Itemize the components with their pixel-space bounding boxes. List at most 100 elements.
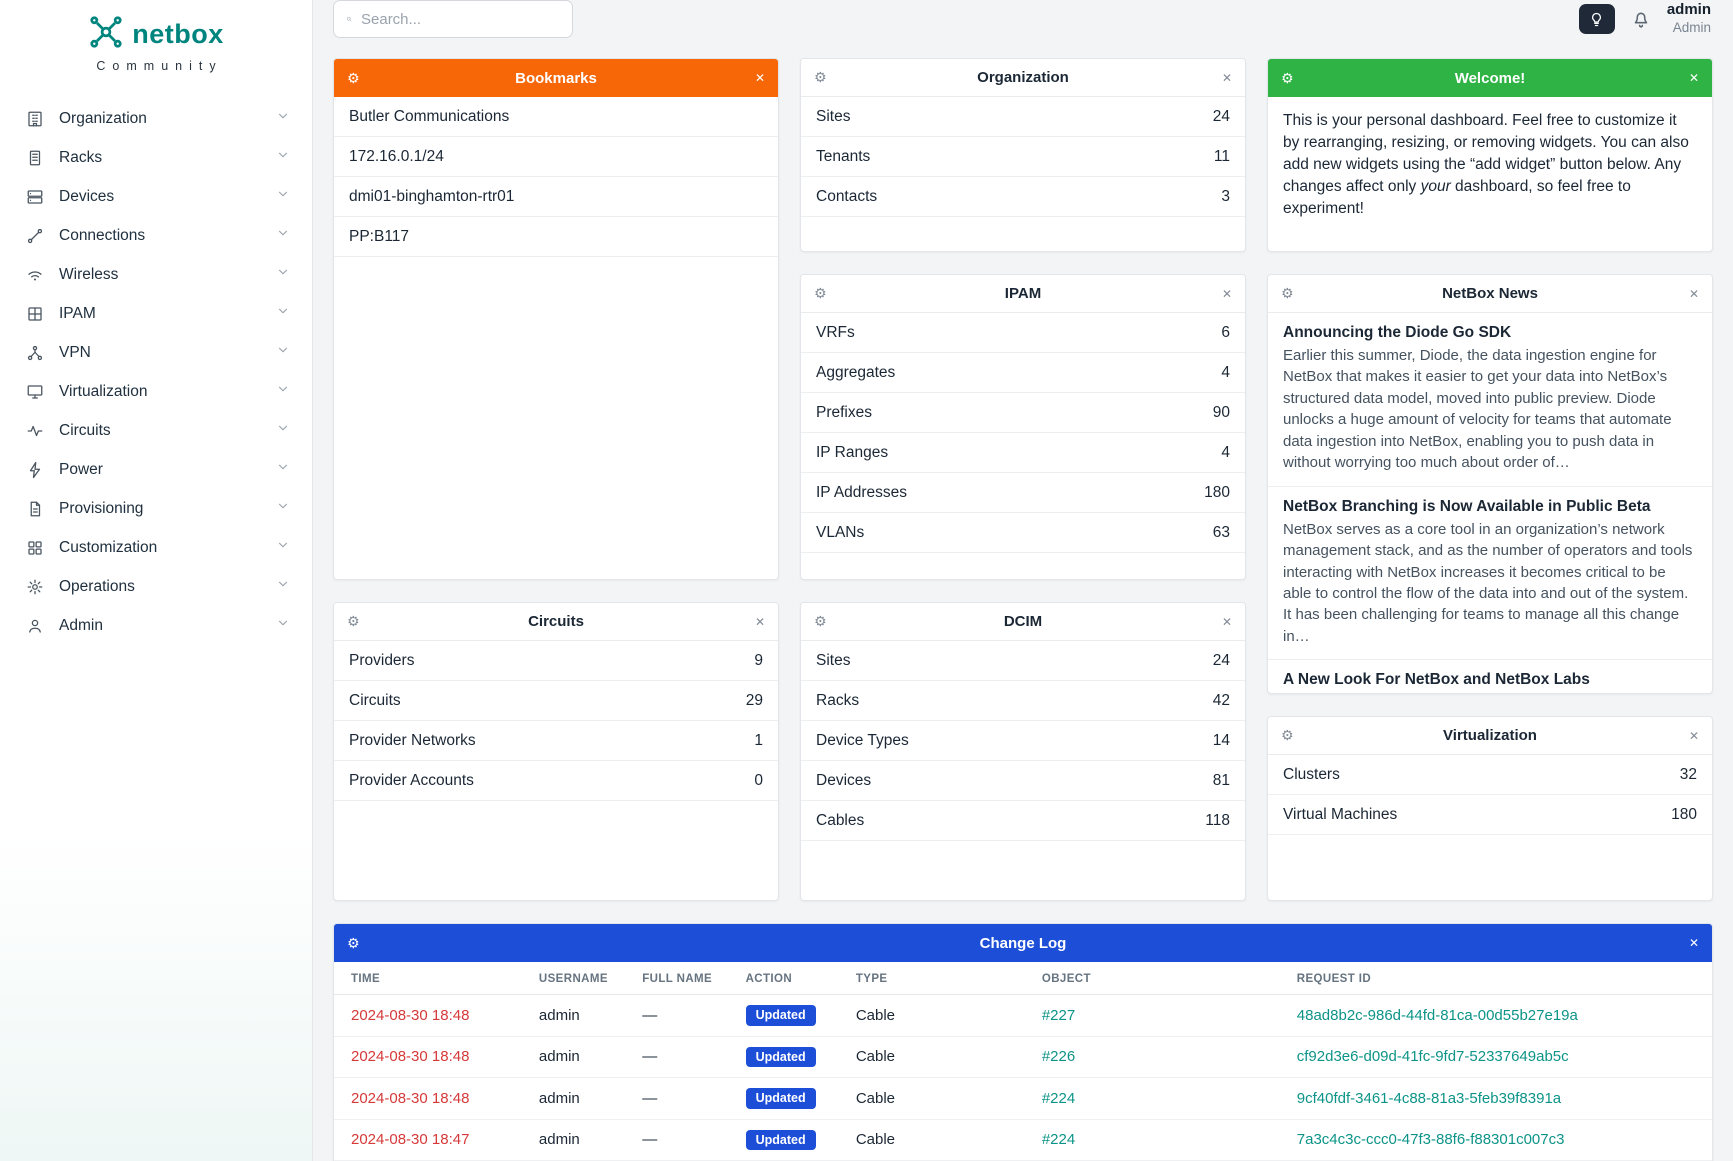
changelog-object-link[interactable]: #224 [1041, 1131, 1076, 1149]
widget-config-gear-icon[interactable]: ⚙ [814, 285, 827, 301]
stat-value: 4 [1221, 363, 1230, 381]
changelog-request-id-link[interactable]: 9cf40fdf-3461-4c88-81a3-5feb39f8391a [1296, 1089, 1562, 1107]
bookmark-link[interactable]: Butler Communications [349, 107, 510, 125]
sidebar-item-racks[interactable]: Racks [0, 138, 312, 177]
widget-config-gear-icon[interactable]: ⚙ [814, 613, 827, 629]
widget-config-gear-icon[interactable]: ⚙ [347, 934, 360, 951]
circuits-widget-header: ⚙ Circuits ✕ [334, 603, 778, 641]
changelog-time-link[interactable]: 2024-08-30 18:47 [351, 1131, 470, 1149]
sidebar-item-admin[interactable]: Admin [0, 606, 312, 645]
chevron-down-icon [276, 616, 290, 635]
brand-name: netbox [132, 19, 224, 49]
stat-row: Aggregates 4 [801, 353, 1245, 393]
widget-close-icon[interactable]: ✕ [1688, 936, 1699, 950]
widget-close-icon[interactable]: ✕ [1688, 286, 1699, 301]
gear-icon [26, 578, 44, 596]
brand-subtitle: Community [96, 59, 223, 73]
widget-close-icon[interactable]: ✕ [1688, 71, 1699, 85]
stat-link[interactable]: Device Types [816, 731, 909, 749]
stat-row: Sites 24 [801, 641, 1245, 681]
changelog-object-link[interactable]: #224 [1041, 1089, 1076, 1107]
widget-close-icon[interactable]: ✕ [754, 614, 765, 629]
stat-link[interactable]: Provider Networks [349, 731, 476, 749]
stat-link[interactable]: Circuits [349, 691, 401, 709]
widget-close-icon[interactable]: ✕ [754, 71, 765, 85]
changelog-request-id-link[interactable]: cf92d3e6-d09d-41fc-9fd7-52337649ab5c [1296, 1048, 1569, 1066]
changelog-time-link[interactable]: 2024-08-30 18:48 [351, 1006, 470, 1024]
changelog-time-link[interactable]: 2024-08-30 18:48 [351, 1048, 470, 1066]
widget-config-gear-icon[interactable]: ⚙ [347, 613, 360, 629]
stat-link[interactable]: Contacts [816, 187, 878, 205]
user-icon [26, 617, 44, 635]
change-log-header-row: TIME USERNAME FULL NAME ACTION TYPE OBJE… [334, 962, 1712, 995]
widget-config-gear-icon[interactable]: ⚙ [814, 69, 827, 85]
stat-link[interactable]: Racks [816, 691, 860, 709]
stat-link[interactable]: Provider Accounts [349, 771, 474, 789]
brand[interactable]: netbox Community [0, 14, 312, 73]
stat-link[interactable]: Cables [816, 811, 865, 829]
sidebar-item-power[interactable]: Power [0, 450, 312, 489]
changelog-time-link[interactable]: 2024-08-30 18:48 [351, 1089, 470, 1107]
chevron-down-icon [276, 226, 290, 245]
widget-close-icon[interactable]: ✕ [1688, 728, 1699, 743]
widget-close-icon[interactable]: ✕ [1221, 286, 1232, 301]
bookmark-link[interactable]: 172.16.0.1/24 [349, 147, 444, 165]
bookmark-link[interactable]: dmi01-binghamton-rtr01 [349, 187, 515, 205]
sidebar-item-ipam[interactable]: IPAM [0, 294, 312, 333]
stat-value: 14 [1212, 731, 1230, 749]
theme-toggle-button[interactable] [1578, 4, 1615, 34]
stat-link[interactable]: Prefixes [816, 403, 872, 421]
sidebar-item-wireless[interactable]: Wireless [0, 255, 312, 294]
bookmark-link[interactable]: PP:B117 [349, 227, 410, 245]
stat-link[interactable]: VLANs [816, 523, 865, 541]
widget-close-icon[interactable]: ✕ [1221, 614, 1232, 629]
stat-value: 42 [1212, 691, 1230, 709]
news-article-link[interactable]: Announcing the Diode Go SDK [1283, 324, 1512, 341]
widget-title: Organization [977, 69, 1069, 86]
sidebar-item-operations[interactable]: Operations [0, 567, 312, 606]
stat-link[interactable]: Aggregates [816, 363, 896, 381]
search-input[interactable] [361, 10, 560, 28]
stat-link[interactable]: Sites [816, 651, 851, 669]
widget-title: Change Log [979, 934, 1067, 952]
user-menu[interactable]: admin Admin [1667, 1, 1711, 37]
news-article-link[interactable]: A New Look For NetBox and NetBox Labs [1283, 671, 1590, 689]
widget-config-gear-icon[interactable]: ⚙ [1281, 285, 1294, 301]
sidebar-item-connections[interactable]: Connections [0, 216, 312, 255]
stat-link[interactable]: IP Ranges [816, 443, 889, 461]
notifications-bell-icon[interactable] [1630, 8, 1652, 30]
sidebar-item-virtualization[interactable]: Virtualization [0, 372, 312, 411]
change-log-widget: ⚙ Change Log ✕ TIME USERNAME FULL NAME A… [333, 923, 1713, 1161]
sidebar-item-organization[interactable]: Organization [0, 99, 312, 138]
organization-widget: ⚙ Organization ✕ Sites 24 Tenants 11 Conta… [800, 58, 1246, 252]
building-icon [26, 110, 44, 128]
sidebar-item-vpn[interactable]: VPN [0, 333, 312, 372]
stat-link[interactable]: Tenants [816, 147, 871, 165]
stat-link[interactable]: Providers [349, 651, 415, 669]
stat-link[interactable]: Virtual Machines [1283, 805, 1398, 823]
sidebar: netbox Community Organization Racks Devi… [0, 0, 313, 1161]
sidebar-item-provisioning[interactable]: Provisioning [0, 489, 312, 528]
widget-config-gear-icon[interactable]: ⚙ [1281, 69, 1294, 86]
stat-link[interactable]: Sites [816, 107, 851, 125]
changelog-object-link[interactable]: #226 [1041, 1048, 1076, 1066]
virtualization-widget-header: ⚙ Virtualization ✕ [1268, 717, 1712, 755]
sidebar-item-customization[interactable]: Customization [0, 528, 312, 567]
widget-config-gear-icon[interactable]: ⚙ [1281, 727, 1294, 743]
widget-close-icon[interactable]: ✕ [1221, 70, 1232, 85]
stat-link[interactable]: IP Addresses [816, 483, 908, 501]
news-article: NetBox Branching is Now Available in Pub… [1268, 487, 1712, 661]
news-article-link[interactable]: NetBox Branching is Now Available in Pub… [1283, 497, 1651, 515]
devices-icon [26, 188, 44, 206]
widget-config-gear-icon[interactable]: ⚙ [347, 69, 360, 86]
sidebar-item-devices[interactable]: Devices [0, 177, 312, 216]
changelog-request-id-link[interactable]: 7a3c4c3c-ccc0-47f3-88f6-f88301c007c3 [1296, 1131, 1565, 1149]
stat-link[interactable]: Clusters [1283, 765, 1340, 783]
stat-link[interactable]: Devices [816, 771, 872, 789]
sidebar-nav: Organization Racks Devices Connections W [0, 99, 312, 645]
sidebar-item-circuits[interactable]: Circuits [0, 411, 312, 450]
changelog-object-link[interactable]: #227 [1041, 1006, 1076, 1024]
chevron-down-icon [276, 577, 290, 596]
stat-link[interactable]: VRFs [816, 323, 855, 341]
changelog-request-id-link[interactable]: 48ad8b2c-986d-44fd-81ca-00d55b27e19a [1296, 1006, 1578, 1024]
